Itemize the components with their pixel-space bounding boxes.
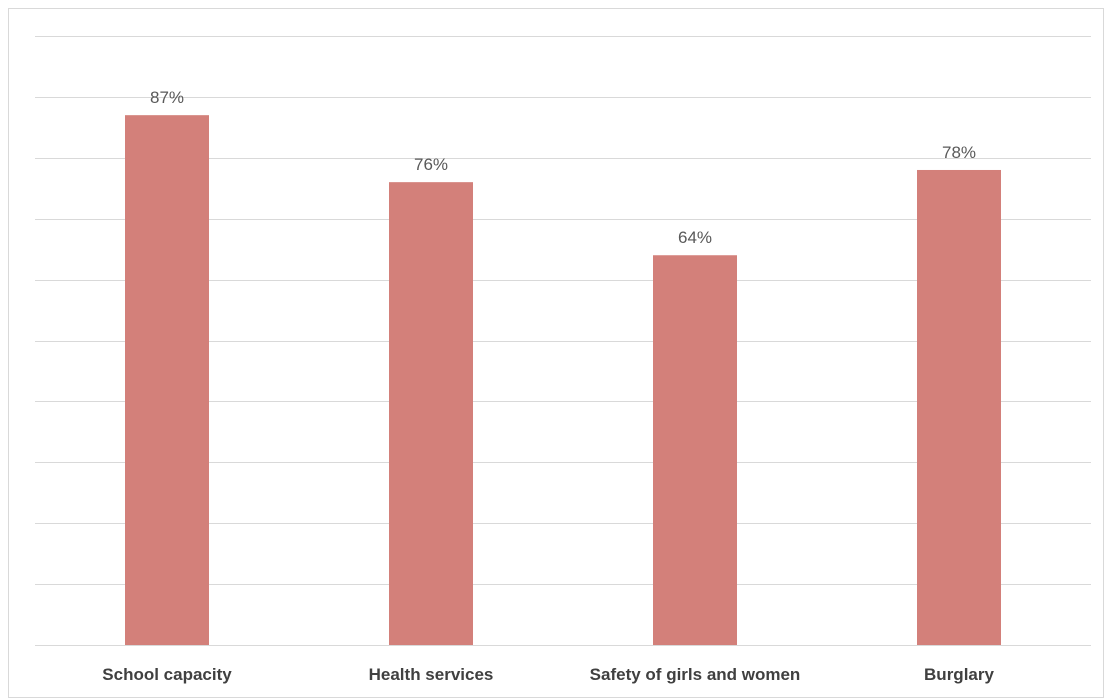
x-axis-tick-labels: School capacity Health services Safety of … — [102, 665, 994, 684]
x-tick-label: Safety of girls and women — [590, 665, 801, 684]
data-label: 76% — [414, 155, 448, 174]
bar — [125, 115, 209, 646]
x-tick-label: Health services — [369, 665, 494, 684]
x-tick-label: School capacity — [102, 665, 232, 684]
bar — [917, 169, 1001, 646]
data-label: 87% — [150, 88, 184, 107]
data-labels: 87% 76% 64% 78% — [150, 88, 976, 247]
chart-container: 87% 76% 64% 78% School capacity Health servi… — [8, 8, 1104, 698]
x-tick-label: Burglary — [924, 665, 994, 684]
gridlines — [35, 36, 1091, 646]
bars — [125, 115, 1001, 646]
bar — [389, 182, 473, 645]
data-label: 64% — [678, 228, 712, 247]
bar-chart: 87% 76% 64% 78% School capacity Health servi… — [35, 36, 1091, 684]
bar — [653, 255, 737, 646]
data-label: 78% — [942, 143, 976, 162]
